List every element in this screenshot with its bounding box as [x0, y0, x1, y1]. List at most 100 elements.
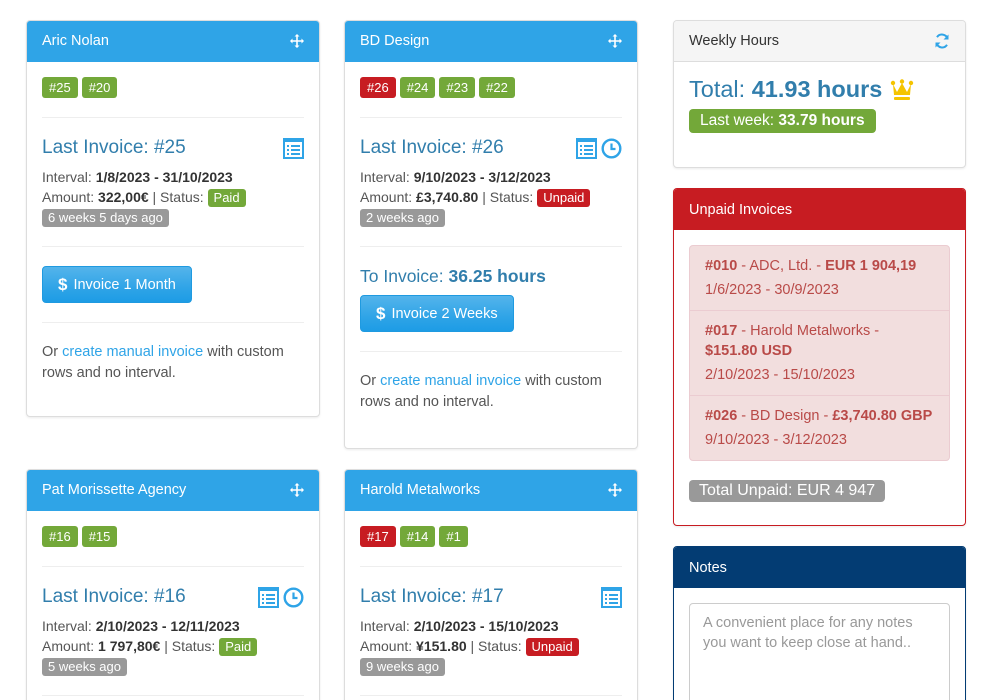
client-panel-harold-metalworks: Harold Metalworks #17 #14 #1 Last Invoic… [344, 469, 638, 700]
interval-value: 2/10/2023 - 15/10/2023 [413, 618, 559, 634]
invoice-label[interactable]: #22 [479, 77, 515, 98]
age-badge: 6 weeks 5 days ago [42, 209, 169, 227]
invoice-label[interactable]: #24 [399, 77, 436, 98]
interval-value: 2/10/2023 - 12/11/2023 [95, 618, 240, 634]
divider [360, 351, 622, 352]
dollar-icon: $ [58, 274, 68, 294]
amount-line: Amount: 322,00€ | Status: Paid [42, 187, 304, 207]
list-icon[interactable] [283, 137, 304, 159]
move-icon[interactable] [290, 34, 304, 48]
interval-line: Interval: 9/10/2023 - 3/12/2023 [360, 169, 551, 185]
list-icon[interactable] [601, 586, 622, 608]
client-name: Aric Nolan [42, 33, 109, 49]
client-panel-heading[interactable]: Pat Morissette Agency [27, 470, 319, 511]
amount-value: ¥151.80 [416, 638, 467, 654]
manual-invoice-text: Or create manual invoice with custom row… [42, 344, 284, 381]
invoice-label[interactable]: #1 [439, 526, 468, 547]
last-invoice-title[interactable]: Last Invoice: #17 [360, 586, 504, 607]
client-panel-heading[interactable]: Aric Nolan [27, 21, 319, 62]
manual-invoice-text: Or create manual invoice with custom row… [360, 373, 602, 410]
client-panel-pat-morissette-agency: Pat Morissette Agency #16 #15 Last Invoi… [26, 469, 320, 700]
interval-line: Interval: 2/10/2023 - 15/10/2023 [360, 618, 559, 634]
notes-textarea[interactable] [689, 603, 950, 700]
invoice-labels: #25 #20 [42, 77, 304, 98]
weekly-hours-title: Weekly Hours [689, 33, 779, 49]
interval-value: 1/8/2023 - 31/10/2023 [95, 169, 233, 185]
move-icon[interactable] [290, 483, 304, 497]
divider [360, 695, 622, 696]
move-icon[interactable] [608, 34, 622, 48]
last-invoice-title[interactable]: Last Invoice: #25 [42, 137, 186, 158]
weekly-total: Total: 41.93 hours [689, 76, 950, 103]
invoice-1-month-button[interactable]: $ Invoice 1 Month [42, 266, 192, 303]
invoice-label[interactable]: #26 [360, 77, 396, 98]
client-panel-heading[interactable]: BD Design [345, 21, 637, 62]
divider [360, 117, 622, 118]
total-unpaid-badge: Total Unpaid: EUR 4 947 [689, 480, 886, 502]
clock-icon[interactable] [283, 586, 304, 608]
client-panel-bd-design: BD Design #26 #24 #23 #22 Last Invoice: … [344, 20, 638, 449]
dollar-icon: $ [376, 303, 386, 323]
status-badge: Paid [219, 638, 258, 656]
divider [42, 117, 304, 118]
refresh-icon[interactable] [934, 33, 950, 49]
age-badge: 5 weeks ago [42, 658, 127, 676]
invoice-labels: #16 #15 [42, 526, 304, 547]
divider [42, 566, 304, 567]
last-invoice-title[interactable]: Last Invoice: #16 [42, 586, 186, 607]
weekly-hours-panel: Weekly Hours Total: 41.93 hours Last wee… [673, 20, 966, 168]
crown-icon [891, 78, 914, 100]
client-name: Harold Metalworks [360, 482, 481, 498]
amount-value: 322,00€ [98, 189, 149, 205]
create-manual-invoice-link[interactable]: create manual invoice [380, 373, 522, 389]
age-badge: 9 weeks ago [360, 658, 445, 676]
divider [42, 246, 304, 247]
client-panel-aric-nolan: Aric Nolan #25 #20 Last Invoice: #25 Int… [26, 20, 320, 417]
status-badge: Unpaid [525, 638, 579, 656]
invoice-2-weeks-button[interactable]: $ Invoice 2 Weeks [360, 295, 514, 332]
amount-value: £3,740.80 [416, 189, 479, 205]
invoice-label[interactable]: #14 [399, 526, 436, 547]
interval-value: 9/10/2023 - 3/12/2023 [413, 169, 551, 185]
invoice-labels: #17 #14 #1 [360, 526, 622, 547]
client-name: Pat Morissette Agency [42, 482, 187, 498]
list-icon[interactable] [576, 137, 597, 159]
unpaid-invoice-item[interactable]: #017 - Harold Metalworks - $151.80 USD 2… [690, 311, 949, 396]
weekly-total-value: 41.93 hours [751, 76, 883, 102]
move-icon[interactable] [608, 483, 622, 497]
status-badge: Paid [207, 189, 246, 207]
amount-value: 1 797,80€ [98, 638, 161, 654]
unpaid-invoices-heading: Unpaid Invoices [674, 189, 965, 230]
notes-heading: Notes [674, 547, 965, 588]
last-week-badge: Last week: 33.79 hours [689, 109, 876, 133]
unpaid-invoice-item[interactable]: #010 - ADC, Ltd. - EUR 1 904,19 1/6/2023… [690, 246, 949, 311]
invoice-label[interactable]: #17 [360, 526, 396, 547]
notes-title: Notes [689, 559, 727, 576]
last-invoice-title[interactable]: Last Invoice: #26 [360, 137, 504, 158]
invoice-label[interactable]: #16 [42, 526, 78, 547]
invoice-labels: #26 #24 #23 #22 [360, 77, 622, 98]
amount-line: Amount: £3,740.80 | Status: Unpaid [360, 187, 622, 207]
to-invoice-hours: To Invoice: 36.25 hours [360, 266, 546, 286]
divider [42, 322, 304, 323]
unpaid-invoices-title: Unpaid Invoices [689, 201, 793, 218]
amount-line: Amount: ¥151.80 | Status: Unpaid [360, 636, 622, 656]
list-icon[interactable] [258, 586, 279, 608]
divider [360, 246, 622, 247]
divider [360, 566, 622, 567]
age-badge: 2 weeks ago [360, 209, 445, 227]
amount-line: Amount: 1 797,80€ | Status: Paid [42, 636, 304, 656]
invoice-label[interactable]: #15 [81, 526, 118, 547]
unpaid-invoices-panel: Unpaid Invoices #010 - ADC, Ltd. - EUR 1… [673, 188, 966, 526]
client-panel-heading[interactable]: Harold Metalworks [345, 470, 637, 511]
interval-line: Interval: 1/8/2023 - 31/10/2023 [42, 169, 233, 185]
client-name: BD Design [360, 33, 430, 49]
invoice-label[interactable]: #20 [81, 77, 118, 98]
unpaid-invoice-item[interactable]: #026 - BD Design - £3,740.80 GBP 9/10/20… [705, 408, 933, 448]
create-manual-invoice-link[interactable]: create manual invoice [62, 344, 204, 360]
invoice-label[interactable]: #23 [439, 77, 476, 98]
clock-icon[interactable] [601, 137, 622, 159]
status-badge: Unpaid [537, 189, 591, 207]
invoice-label[interactable]: #25 [42, 77, 78, 98]
notes-panel: Notes [673, 546, 966, 700]
